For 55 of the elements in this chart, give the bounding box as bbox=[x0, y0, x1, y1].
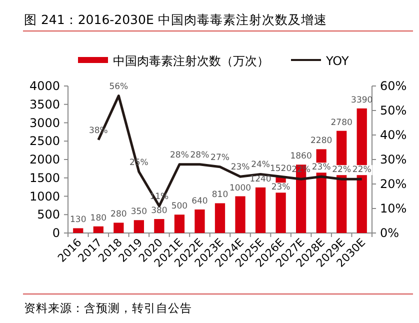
bar bbox=[134, 220, 144, 233]
y-tick-label: 2500 bbox=[29, 134, 60, 148]
data-label: 350 bbox=[130, 207, 148, 218]
y-tick-label: 2000 bbox=[29, 152, 60, 166]
y2-tick-label: 40% bbox=[380, 128, 407, 142]
data-label: 1520 bbox=[270, 164, 292, 174]
y-tick-label: 1000 bbox=[29, 189, 60, 204]
data-label: 280 bbox=[110, 210, 127, 220]
y-tick-label: 4000 bbox=[29, 79, 60, 93]
y-tick-label: 3500 bbox=[29, 97, 60, 112]
data-label: 27% bbox=[210, 152, 230, 163]
data-label: 810 bbox=[212, 190, 228, 200]
y-tick-label: 3000 bbox=[29, 116, 60, 130]
bar bbox=[255, 187, 266, 233]
legend-label: YOY bbox=[325, 54, 350, 68]
data-label: 180 bbox=[90, 213, 107, 224]
y2-tick-label: 60% bbox=[380, 79, 407, 93]
data-label: 1860 bbox=[290, 152, 312, 162]
y-tick-label: 500 bbox=[37, 208, 60, 222]
data-label: 2280 bbox=[310, 136, 332, 146]
bar bbox=[235, 196, 246, 233]
y2-tick-label: 30% bbox=[380, 152, 407, 166]
y-tick-label: 0 bbox=[52, 226, 60, 240]
data-label: 23% bbox=[312, 162, 331, 173]
y2-tick-label: 20% bbox=[380, 177, 407, 191]
bar bbox=[154, 219, 164, 233]
data-label: 28% bbox=[170, 150, 189, 160]
data-label: 380 bbox=[151, 206, 168, 216]
data-label: 1000 bbox=[229, 183, 252, 194]
data-label: 500 bbox=[171, 202, 188, 212]
bar bbox=[93, 226, 104, 233]
data-label: 24% bbox=[251, 160, 270, 170]
data-label: 28% bbox=[190, 150, 210, 160]
data-label: 23% bbox=[271, 182, 290, 193]
data-label: 2780 bbox=[330, 118, 352, 128]
y2-tick-label: 50% bbox=[380, 104, 407, 118]
data-label: 22% bbox=[332, 165, 352, 176]
legend-中国肉毒素注射次数（万次）: 中国肉毒素注射次数（万次） bbox=[78, 54, 269, 68]
data-label: 22% bbox=[352, 165, 372, 176]
legend-label: 中国肉毒素注射次数（万次） bbox=[113, 54, 269, 68]
y2-tick-label: 10% bbox=[380, 202, 407, 216]
data-label: 1240 bbox=[250, 174, 272, 184]
bar bbox=[194, 209, 205, 233]
chart-title: 图 241：2016-2030E 中国肉毒毒素注射次数及增速 bbox=[24, 12, 327, 27]
data-label: 56% bbox=[109, 82, 128, 92]
data-label: 640 bbox=[192, 196, 208, 206]
data-label: 130 bbox=[70, 215, 86, 226]
text: 资料来源：含预测，转引自公告 bbox=[24, 301, 192, 315]
bar bbox=[114, 222, 124, 233]
y-tick-label: 1500 bbox=[29, 170, 60, 185]
bar bbox=[73, 228, 84, 233]
bar bbox=[174, 214, 185, 233]
data-label: 23% bbox=[230, 162, 250, 173]
bar bbox=[214, 203, 226, 233]
y2-tick-label: 0% bbox=[380, 226, 400, 240]
